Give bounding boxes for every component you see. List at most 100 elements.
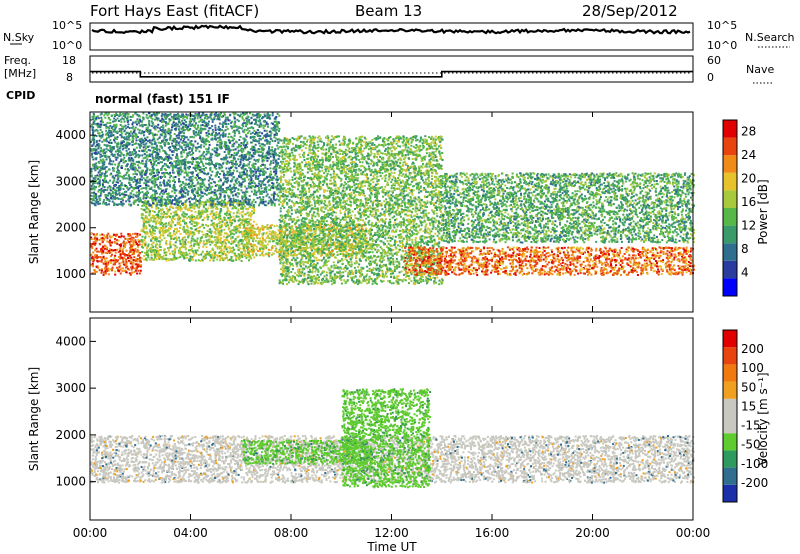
heatmap-cell <box>99 173 102 176</box>
heatmap-cell <box>153 251 156 254</box>
heatmap-cell <box>252 240 254 243</box>
heatmap-cell <box>174 241 177 244</box>
heatmap-cell <box>235 153 238 156</box>
heatmap-cell <box>156 243 158 246</box>
heatmap-cell <box>129 247 132 250</box>
heatmap-cell <box>203 178 206 181</box>
heatmap-cell <box>196 206 199 209</box>
heatmap-cell <box>199 137 202 140</box>
heatmap-cell <box>219 233 222 236</box>
heatmap-cell <box>144 215 147 217</box>
heatmap-cell <box>103 272 106 275</box>
heatmap-cell <box>168 183 171 186</box>
heatmap-cell <box>156 219 159 222</box>
heatmap-cell <box>208 159 211 162</box>
heatmap-cell <box>198 209 201 212</box>
heatmap-cell <box>121 175 124 178</box>
heatmap-cell <box>205 251 208 254</box>
heatmap-cell <box>188 215 191 218</box>
heatmap-cell <box>195 113 198 116</box>
heatmap-cell <box>193 204 196 207</box>
heatmap-cell <box>233 117 236 120</box>
heatmap-cell <box>195 251 198 254</box>
heatmap-cell <box>266 125 269 128</box>
heatmap-cell <box>92 233 95 236</box>
heatmap-cell <box>120 249 123 251</box>
heatmap-cell <box>225 212 228 215</box>
heatmap-cell <box>168 208 171 211</box>
heatmap-cell <box>216 227 219 230</box>
heatmap-cell <box>116 233 119 236</box>
heatmap-cell <box>223 239 226 241</box>
heatmap-cell <box>107 181 110 184</box>
heatmap-cell <box>155 171 158 174</box>
heatmap-cell <box>195 243 198 246</box>
heatmap-cell <box>191 178 194 181</box>
heatmap-cell <box>151 153 153 156</box>
heatmap-cell <box>93 270 96 273</box>
heatmap-cell <box>223 143 226 146</box>
heatmap-cell <box>154 229 156 232</box>
heatmap-cell <box>113 259 116 262</box>
heatmap-cell <box>95 117 98 120</box>
heatmap-cell <box>93 191 96 194</box>
heatmap-cell <box>256 140 259 143</box>
heatmap-cell <box>119 124 122 126</box>
heatmap-cell <box>153 210 156 213</box>
heatmap-cell <box>166 192 169 195</box>
heatmap-cell <box>100 237 103 240</box>
heatmap-cell <box>181 170 184 173</box>
heatmap-cell <box>127 113 130 116</box>
heatmap-cell <box>197 168 200 171</box>
heatmap-cell <box>106 234 109 237</box>
heatmap-cell <box>114 270 117 273</box>
heatmap-cell <box>197 166 200 169</box>
heatmap-cell <box>197 246 200 249</box>
heatmap-cell <box>219 173 221 175</box>
heatmap-cell <box>124 269 127 272</box>
heatmap-cell <box>174 181 176 184</box>
heatmap-cell <box>111 190 114 193</box>
heatmap-cell <box>221 191 224 194</box>
heatmap-cell <box>99 149 102 152</box>
heatmap-cell <box>131 265 134 268</box>
heatmap-cell <box>228 217 231 219</box>
heatmap-cell <box>187 138 190 141</box>
heatmap-cell <box>215 195 218 198</box>
heatmap-cell <box>179 247 182 250</box>
heatmap-cell <box>215 213 218 216</box>
heatmap-cell <box>95 200 98 203</box>
heatmap-cell <box>191 249 194 252</box>
heatmap-cell <box>245 256 248 259</box>
heatmap-cell <box>159 234 162 237</box>
heatmap-cell <box>95 247 98 250</box>
heatmap-cell <box>95 162 98 165</box>
heatmap-cell <box>105 263 108 266</box>
heatmap-cell <box>224 242 227 245</box>
heatmap-cell <box>242 201 245 204</box>
heatmap-cell <box>156 227 159 230</box>
heatmap-cell <box>103 238 106 241</box>
heatmap-cell <box>212 163 215 166</box>
heatmap-cell <box>227 119 230 122</box>
heatmap-cell <box>156 247 159 249</box>
heatmap-cell <box>197 243 200 246</box>
heatmap-cell <box>153 226 156 229</box>
heatmap-cell <box>91 156 94 159</box>
heatmap-cell <box>177 200 180 203</box>
heatmap-cell <box>118 244 121 246</box>
heatmap-cell <box>193 243 196 245</box>
heatmap-cell <box>124 116 127 119</box>
heatmap-cell <box>167 143 170 145</box>
heatmap-cell <box>230 247 233 250</box>
heatmap-cell <box>173 185 176 188</box>
heatmap-cell <box>170 223 173 226</box>
heatmap-cell <box>101 252 104 255</box>
heatmap-cell <box>219 245 222 248</box>
heatmap-cell <box>235 257 238 260</box>
heatmap-cell <box>269 163 272 166</box>
heatmap-cell <box>150 249 153 251</box>
heatmap-cell <box>104 262 107 265</box>
heatmap-cell <box>231 236 234 239</box>
heatmap-cell <box>184 222 186 225</box>
